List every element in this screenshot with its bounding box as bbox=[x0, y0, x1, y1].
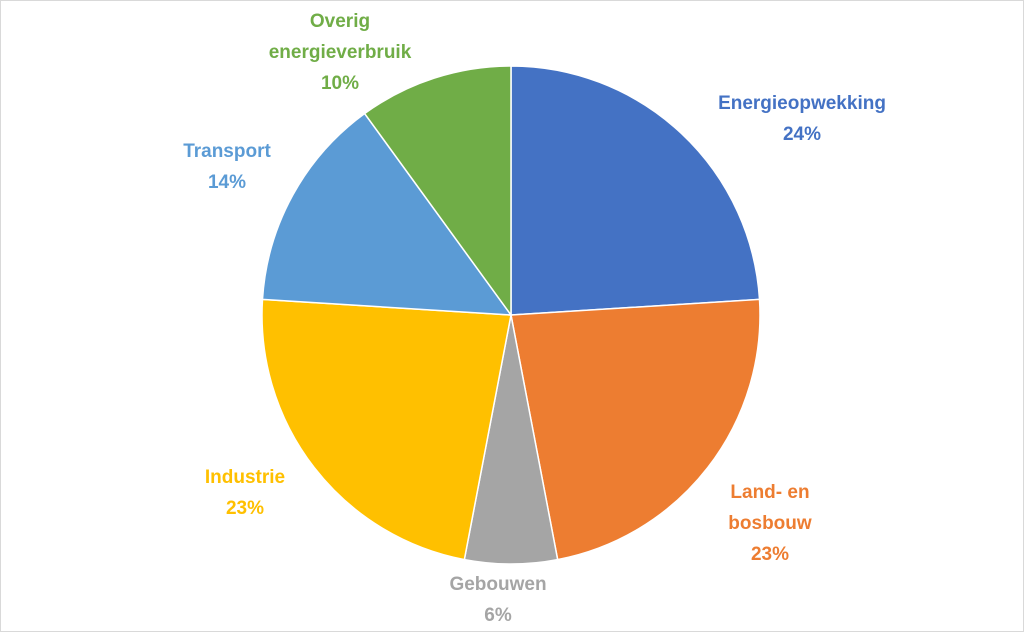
data-label-name: bosbouw bbox=[728, 513, 812, 534]
data-label-value: 10% bbox=[321, 73, 359, 94]
data-label-name: Overig bbox=[310, 11, 370, 32]
data-label-name: Industrie bbox=[205, 467, 285, 488]
data-label-name: Transport bbox=[183, 141, 271, 162]
data-label-name: Gebouwen bbox=[449, 574, 546, 595]
data-label-value: 24% bbox=[783, 124, 821, 145]
data-label-transport: Transport 14% bbox=[183, 141, 271, 193]
pie-slice-energieopwekking bbox=[510, 65, 761, 316]
data-label-value: 23% bbox=[751, 544, 789, 565]
data-label-industrie: Industrie 23% bbox=[205, 467, 285, 519]
data-label-overig-energieverbruik: Overig energieverbruik 10% bbox=[269, 11, 412, 94]
data-label-value: 14% bbox=[208, 172, 246, 193]
pie-slice-transport bbox=[261, 112, 513, 316]
pie-slice-land-en-bosbouw bbox=[510, 298, 761, 561]
data-label-name: Energieopwekking bbox=[718, 93, 886, 114]
pie-slice-overig-energieverbruik bbox=[363, 65, 512, 318]
data-label-name: Land- en bbox=[730, 482, 809, 503]
data-label-name: energieverbruik bbox=[269, 42, 412, 63]
data-label-land-en-bosbouw: Land- en bosbouw 23% bbox=[728, 482, 812, 565]
pie-slice-industrie bbox=[261, 298, 512, 561]
data-label-value: 23% bbox=[226, 498, 264, 519]
data-label-energieopwekking: Energieopwekking 24% bbox=[718, 93, 886, 145]
data-label-gebouwen: Gebouwen 6% bbox=[449, 574, 546, 626]
data-label-value: 6% bbox=[484, 605, 512, 626]
